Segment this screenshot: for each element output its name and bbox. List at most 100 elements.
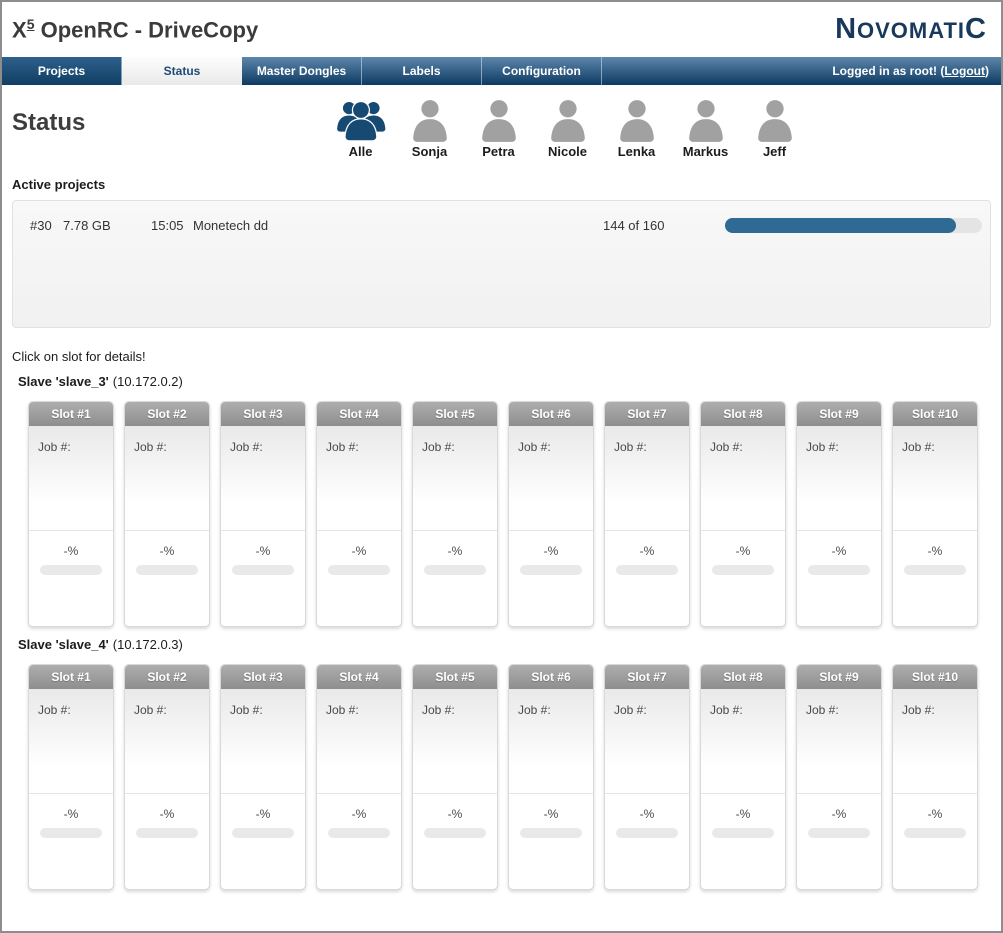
nav-tab-label: Status [163, 64, 201, 78]
app-title-x: X [12, 17, 27, 43]
slot-card-slave-slave-4-slot-4[interactable]: Slot #4 Job #: -% [316, 664, 402, 890]
tab-labels[interactable]: Labels [362, 57, 482, 85]
app-title-sup5: 5 [26, 15, 35, 32]
user-icon [401, 97, 458, 143]
slot-card-slave-slave-3-slot-3[interactable]: Slot #3 Job #: -% [220, 401, 306, 627]
slot-card-slave-slave-4-slot-9[interactable]: Slot #9 Job #: -% [796, 664, 882, 890]
slot-progress-track [232, 565, 294, 575]
slot-percent: -% [63, 544, 79, 558]
slot-progress-track [232, 828, 294, 838]
slot-progress-track [808, 565, 870, 575]
user-filter-nicole[interactable]: Nicole [539, 97, 596, 159]
nav-session: Logged in as root! (Logout) [832, 57, 1001, 85]
active-projects-panel: #30 7.78 GB 15:05 Monetech dd 144 of 160 [12, 200, 991, 328]
header: X5 OpenRC - DriveCopy NOVOMATIC [2, 2, 1001, 57]
user-icon [677, 97, 734, 143]
nav-tab-label: Projects [37, 64, 86, 78]
slot-card-slave-slave-3-slot-2[interactable]: Slot #2 Job #: -% [124, 401, 210, 627]
slot-card-slave-slave-3-slot-7[interactable]: Slot #7 Job #: -% [604, 401, 690, 627]
project-id: #30 [30, 218, 52, 233]
slot-title: Slot #2 [125, 665, 209, 689]
slot-percent: -% [255, 544, 271, 558]
slot-card-slave-slave-4-slot-3[interactable]: Slot #3 Job #: -% [220, 664, 306, 890]
paren-open: ( [940, 64, 945, 78]
user-filter-label: Nicole [547, 144, 587, 159]
user-filter-jeff[interactable]: Jeff [746, 97, 803, 159]
slot-percent: -% [351, 544, 367, 558]
slot-progress-track [328, 828, 390, 838]
tab-projects[interactable]: Projects [2, 57, 122, 85]
slot-card-slave-slave-3-slot-4[interactable]: Slot #4 Job #: -% [316, 401, 402, 627]
slot-job-label: Job #: [518, 703, 551, 717]
slot-progress-track [40, 565, 102, 575]
heading-row: Status [2, 97, 1001, 161]
slot-percent: -% [159, 807, 175, 821]
slot-progress-track [712, 828, 774, 838]
slot-percent: -% [927, 544, 943, 558]
slave-name: Slave 'slave_3' [18, 374, 109, 389]
page-title: Status [12, 109, 86, 136]
slot-title: Slot #7 [605, 402, 689, 426]
slot-card-slave-slave-4-slot-1[interactable]: Slot #1 Job #: -% [28, 664, 114, 890]
user-filter-alle[interactable]: Alle [332, 97, 389, 159]
slot-card-slave-slave-3-slot-8[interactable]: Slot #8 Job #: -% [700, 401, 786, 627]
slot-title: Slot #7 [605, 665, 689, 689]
nav-tabs: Projects Status Master Dongles Labels Co… [2, 57, 602, 85]
logout-link[interactable]: Logout [944, 64, 985, 78]
project-time: 15:05 [151, 218, 184, 233]
user-filter-markus[interactable]: Markus [677, 97, 734, 159]
slot-card-slave-slave-4-slot-2[interactable]: Slot #2 Job #: -% [124, 664, 210, 890]
slot-percent: -% [735, 544, 751, 558]
tab-master-dongles[interactable]: Master Dongles [242, 57, 362, 85]
slot-title: Slot #6 [509, 665, 593, 689]
user-filter-label: Petra [482, 144, 515, 159]
slave-ip: (10.172.0.2) [112, 374, 183, 389]
slot-card-slave-slave-3-slot-6[interactable]: Slot #6 Job #: -% [508, 401, 594, 627]
slot-job-label: Job #: [134, 703, 167, 717]
logo-n: N [835, 13, 858, 45]
user-filter-lenka[interactable]: Lenka [608, 97, 665, 159]
slot-card-slave-slave-3-slot-9[interactable]: Slot #9 Job #: -% [796, 401, 882, 627]
slot-job-label: Job #: [38, 440, 71, 454]
slot-title: Slot #2 [125, 402, 209, 426]
logo-ovomati: OVOMATI [857, 18, 966, 43]
project-name: Monetech dd [193, 218, 269, 233]
slot-card-slave-slave-4-slot-10[interactable]: Slot #10 Job #: -% [892, 664, 978, 890]
user-filter-sonja[interactable]: Sonja [401, 97, 458, 159]
user-filter-label: Sonja [411, 144, 448, 159]
slot-card-slave-slave-4-slot-8[interactable]: Slot #8 Job #: -% [700, 664, 786, 890]
slot-job-label: Job #: [326, 440, 359, 454]
user-filter-label: Lenka [617, 144, 656, 159]
user-filter-label: Markus [682, 144, 729, 159]
tab-configuration[interactable]: Configuration [482, 57, 602, 85]
slot-title: Slot #4 [317, 402, 401, 426]
slot-card-slave-slave-4-slot-7[interactable]: Slot #7 Job #: -% [604, 664, 690, 890]
tab-status[interactable]: Status [122, 57, 242, 85]
slot-card-slave-slave-3-slot-5[interactable]: Slot #5 Job #: -% [412, 401, 498, 627]
slot-job-label: Job #: [710, 703, 743, 717]
slot-percent: -% [831, 807, 847, 821]
slot-card-slave-slave-3-slot-10[interactable]: Slot #10 Job #: -% [892, 401, 978, 627]
user-icon [746, 97, 803, 143]
project-size: 7.78 GB [63, 218, 111, 233]
slot-job-label: Job #: [422, 703, 455, 717]
user-filter-petra[interactable]: Petra [470, 97, 527, 159]
slot-title: Slot #10 [893, 402, 977, 426]
slot-percent: -% [351, 807, 367, 821]
slot-percent: -% [543, 544, 559, 558]
slot-title: Slot #5 [413, 402, 497, 426]
slot-percent: -% [447, 544, 463, 558]
slot-title: Slot #8 [701, 402, 785, 426]
logo-c: C [965, 13, 987, 45]
nav-tab-label: Configuration [502, 64, 581, 78]
user-icon [539, 97, 596, 143]
user-icon [608, 97, 665, 143]
slot-card-slave-slave-4-slot-6[interactable]: Slot #6 Job #: -% [508, 664, 594, 890]
slot-title: Slot #4 [317, 665, 401, 689]
slot-card-slave-slave-3-slot-1[interactable]: Slot #1 Job #: -% [28, 401, 114, 627]
users-group-icon [332, 97, 389, 143]
project-row[interactable]: #30 7.78 GB 15:05 Monetech dd 144 of 160 [13, 201, 990, 233]
slot-percent: -% [735, 807, 751, 821]
slot-card-slave-slave-4-slot-5[interactable]: Slot #5 Job #: -% [412, 664, 498, 890]
slot-title: Slot #1 [29, 402, 113, 426]
